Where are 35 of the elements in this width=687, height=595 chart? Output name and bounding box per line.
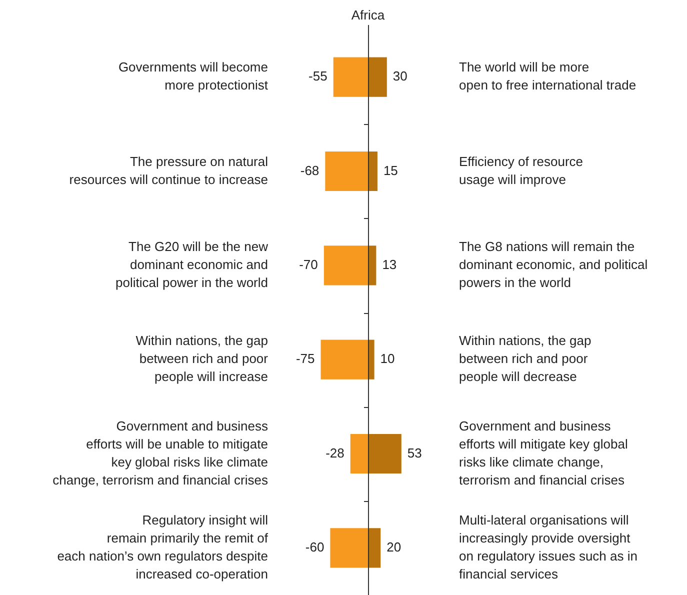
text: Efficiency of resource usage will improve <box>459 154 584 187</box>
text: The G8 nations will remain the dominant economic, and political powers in the world <box>459 238 648 290</box>
y-tick-label: Governments will become more protectionist <box>118 60 268 93</box>
bar <box>368 151 378 192</box>
data-label: -55 <box>308 68 328 84</box>
data-label: -68 <box>300 162 320 178</box>
data-label: -75 <box>296 351 315 366</box>
y-tick-label: Government and business efforts will be unable to mitigate key global risks like climate change, terrorism and financial crises <box>52 418 268 488</box>
bar <box>368 57 387 97</box>
data-label: 53 <box>407 445 422 460</box>
bar <box>333 57 368 97</box>
data-label: 30 <box>392 68 408 84</box>
bar <box>368 528 381 568</box>
bar <box>320 340 368 380</box>
data-label: -60 <box>305 539 324 554</box>
bar <box>324 246 368 286</box>
data-label: 15 <box>383 162 398 178</box>
bar <box>330 528 368 568</box>
text: Multi-lateral organisations will increasingly provide oversight on regulatory issues such as in financial services <box>459 512 638 582</box>
y-tick-label: The pressure on natural resources will continue to increase <box>69 154 268 187</box>
text: The world will be more open to free international trade <box>459 60 636 93</box>
data-label: 20 <box>386 539 402 554</box>
y-tick-label: The G20 will be the new dominant economic and political power in the world <box>116 238 269 290</box>
bar <box>350 434 368 474</box>
data-label: 13 <box>382 256 397 272</box>
chart-title: Africa <box>351 8 386 23</box>
bar <box>325 151 368 192</box>
text: Government and business efforts will mitigate key global risks like climate change, terrorism and financial crises <box>459 418 628 488</box>
bar <box>368 434 402 474</box>
y-tick-label: Within nations, the gap between rich and poor people will increase <box>136 333 269 384</box>
y-tick-label: Regulatory insight will remain primarily the remit of each nation’s own regulators despite increased co-operation <box>57 512 268 582</box>
data-label: -70 <box>299 256 318 272</box>
data-label: -28 <box>326 445 344 460</box>
data-label: 10 <box>380 351 395 366</box>
text: Within nations, the gap between rich and poor people will decrease <box>459 333 592 384</box>
